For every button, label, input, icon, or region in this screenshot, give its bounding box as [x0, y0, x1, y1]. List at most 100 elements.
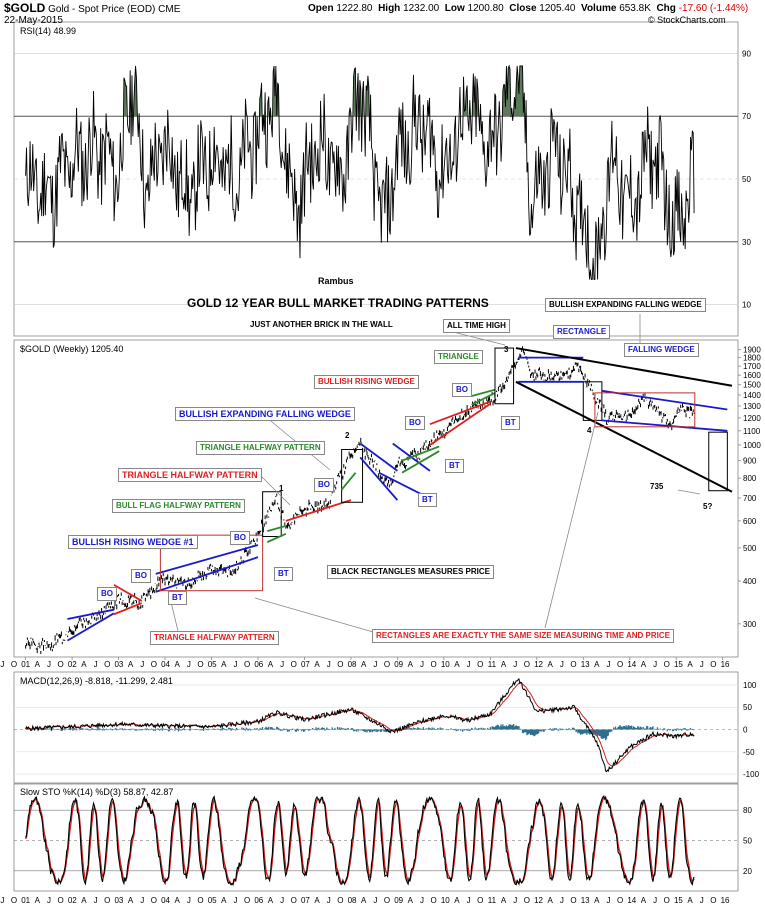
- sto-tick-label: 50: [743, 837, 752, 846]
- price-x-tick-label: 13: [581, 660, 590, 669]
- price-x-tick-label: A: [408, 660, 414, 669]
- rsi-overbought-fill: [349, 107, 351, 117]
- price-x-tick-label: A: [221, 660, 227, 669]
- sto-x-tick-label: A: [128, 896, 134, 905]
- price-x-tick-label: O: [710, 660, 716, 669]
- sto-x-tick-label: 14: [627, 896, 636, 905]
- sto-x-tick-label: J: [140, 896, 144, 905]
- price-x-tick-label: O: [151, 660, 157, 669]
- sto-x-tick-label: 06: [254, 896, 263, 905]
- price-x-tick-label: O: [617, 660, 623, 669]
- bo-label: BO: [131, 569, 151, 583]
- price-x-tick-label: 16: [721, 660, 730, 669]
- sto-x-tick-label: O: [710, 896, 716, 905]
- sto-x-tick-label: J: [94, 896, 98, 905]
- triangle-09-lower: [401, 450, 440, 474]
- sto-x-tick-label: J: [560, 896, 564, 905]
- price-x-tick-label: A: [361, 660, 367, 669]
- sto-x-tick-label: A: [175, 896, 181, 905]
- bull-flag-halfway-label: BULL FLAG HALFWAY PATTERN: [112, 499, 245, 513]
- rsi-tick-label: 50: [742, 175, 751, 184]
- sto-x-tick-label: 02: [68, 896, 77, 905]
- rising-wedge-10-upper: [429, 400, 491, 426]
- bo-label: BO: [405, 416, 425, 430]
- measuring-rectangle: [594, 392, 696, 428]
- sto-x-tick-label: O: [384, 896, 390, 905]
- rsi-overbought-fill: [123, 77, 127, 117]
- price-tick-label: 1500: [743, 381, 761, 390]
- sto-x-tick-label: A: [35, 896, 41, 905]
- price-tick-label: 600: [743, 517, 757, 526]
- sto-x-tick-label: A: [548, 896, 554, 905]
- triangle-11-lower: [471, 392, 496, 406]
- sto-x-tick-label: O: [524, 896, 530, 905]
- measuring-rectangle: [159, 534, 264, 592]
- sto-x-tick-label: J: [47, 896, 51, 905]
- annotation-connector: [254, 597, 381, 635]
- stockcharts-credit: © StockCharts.com: [648, 15, 726, 25]
- sto-x-tick-label: J: [467, 896, 471, 905]
- price-tick-label: 500: [743, 544, 757, 553]
- sto-panel-frame: [13, 783, 739, 892]
- expanding-wedge-top: [515, 347, 733, 387]
- sto-k-line: [25, 795, 695, 886]
- price-tick-label: 1700: [743, 362, 761, 371]
- sto-x-tick-label: A: [361, 896, 367, 905]
- price-x-tick-label: J: [560, 660, 564, 669]
- sto-x-tick-label: 05: [208, 896, 217, 905]
- sto-x-tick-label: J: [700, 896, 704, 905]
- price-x-tick-label: A: [81, 660, 87, 669]
- triangle-halfway-red-label: TRIANGLE HALFWAY PATTERN: [118, 468, 262, 482]
- wedge-1-upper: [67, 608, 115, 620]
- ticker-symbol[interactable]: $GOLD: [4, 1, 46, 15]
- price-x-tick-label: A: [314, 660, 320, 669]
- change-label: Chg: [656, 3, 676, 14]
- open-label: Open: [308, 3, 334, 14]
- sto-x-tick-label: J: [233, 896, 237, 905]
- price-x-tick-label: A: [501, 660, 507, 669]
- sto-x-tick-label: O: [151, 896, 157, 905]
- price-x-tick-label: J: [327, 660, 331, 669]
- triangle-green-upper: [340, 472, 357, 491]
- target-rectangle: [708, 431, 728, 492]
- sto-x-tick-label: O: [617, 896, 623, 905]
- macd-tick-label: 0: [743, 726, 748, 735]
- ohlc-readout: Open 1222.80 High 1232.00 Low 1200.80 Cl…: [308, 3, 748, 14]
- triangle-halfway-red-lower: [285, 499, 352, 522]
- sto-x-tick-label: 01: [21, 896, 30, 905]
- price-x-tick-label: O: [58, 660, 64, 669]
- sto-x-tick-label: O: [291, 896, 297, 905]
- sto-x-tick-label: A: [641, 896, 647, 905]
- price-x-tick-label: O: [104, 660, 110, 669]
- sto-x-tick-label: 11: [488, 896, 497, 905]
- sto-x-tick-label: A: [408, 896, 414, 905]
- black-rectangles-label: BLACK RECTANGLES MEASURES PRICE: [327, 565, 494, 579]
- price-x-tick-label: J: [513, 660, 517, 669]
- price-x-tick-label: A: [35, 660, 41, 669]
- price-tick-label: 1800: [743, 354, 761, 363]
- expanding-wedge-2-lower: [378, 471, 422, 495]
- macd-tick-label: 50: [743, 703, 752, 712]
- chart-subtitle: JUST ANOTHER BRICK IN THE WALL: [250, 320, 393, 329]
- sto-x-tick-label: A: [81, 896, 87, 905]
- rsi-overbought-fill: [366, 75, 369, 117]
- price-x-tick-label: O: [570, 660, 576, 669]
- bt-label: BT: [168, 591, 187, 605]
- price-x-tick-label: 06: [254, 660, 263, 669]
- expanding-falling-wedge-label: BULLISH EXPANDING FALLING WEDGE: [545, 298, 706, 312]
- low-value: 1200.80: [467, 3, 504, 14]
- price-x-tick-label: J: [373, 660, 377, 669]
- bt-label: BT: [445, 459, 464, 473]
- triangle-halfway-lower: [113, 602, 143, 616]
- sto-x-tick-label: 03: [114, 896, 123, 905]
- volume-label: Volume: [581, 3, 617, 14]
- price-x-tick-label: A: [454, 660, 460, 669]
- price-tick-label: 1200: [743, 414, 761, 423]
- price-tick-label: 800: [743, 474, 757, 483]
- sto-x-tick-label: A: [268, 896, 274, 905]
- triangle-halfway-upper: [113, 584, 143, 602]
- price-x-tick-label: 15: [674, 660, 683, 669]
- price-tick-label: 1300: [743, 402, 761, 411]
- macd-tick-label: 100: [743, 681, 757, 690]
